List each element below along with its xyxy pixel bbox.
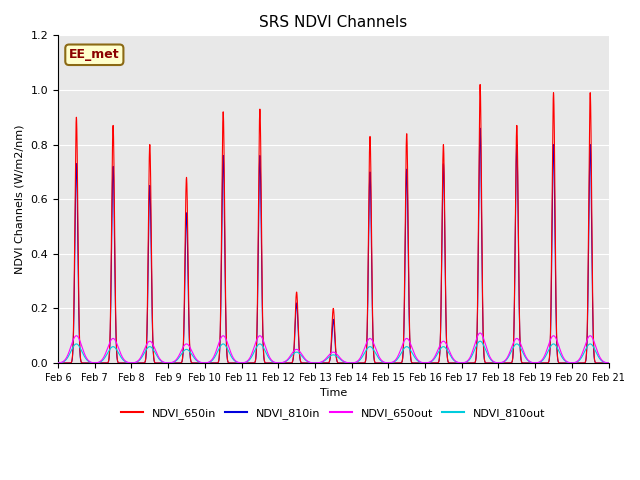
Y-axis label: NDVI Channels (W/m2/nm): NDVI Channels (W/m2/nm) bbox=[15, 124, 25, 274]
Legend: NDVI_650in, NDVI_810in, NDVI_650out, NDVI_810out: NDVI_650in, NDVI_810in, NDVI_650out, NDV… bbox=[116, 403, 550, 423]
Title: SRS NDVI Channels: SRS NDVI Channels bbox=[259, 15, 408, 30]
X-axis label: Time: Time bbox=[319, 388, 347, 398]
Text: EE_met: EE_met bbox=[69, 48, 120, 61]
